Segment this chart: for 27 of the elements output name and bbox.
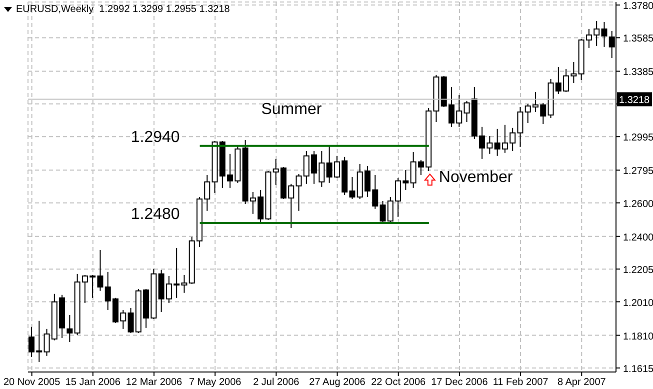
annotation: November [438,169,514,186]
y-tick-label: 1.3780 [623,1,653,12]
y-tick-label: 1.2400 [623,232,653,244]
y-tick-label: 1.2600 [623,198,653,210]
x-tick-label: 15 Jan 2006 [65,377,121,388]
y-tick-label: 1.1615 [623,364,653,375]
y-tick-label: 1.2795 [623,166,653,178]
annotation: 1.2480 [130,206,180,223]
x-tick-label: 8 Apr 2007 [557,377,606,388]
y-tick-label: 1.1810 [623,331,653,342]
y-tick-label: 1.2010 [623,298,653,309]
x-tick-label: 20 Nov 2005 [3,377,61,388]
y-tick-label: 1.2995 [623,132,653,144]
y-tick-label: 1.2205 [623,265,653,276]
y-tick-label: 1.3585 [623,34,653,45]
x-tick-label: 2 Jul 2006 [253,377,300,388]
y-tick-label: 1.3385 [623,67,653,78]
x-tick-label: 11 Feb 2007 [492,377,549,388]
chart-title: EURUSD,Weekly 1.2992 1.3299 1.2955 1.3218 [16,4,230,15]
ref-line-label: 1.3218 [619,95,650,106]
x-tick-label: 12 Mar 2006 [126,377,183,388]
x-tick-label: 17 Dec 2006 [431,377,488,388]
x-tick-label: 22 Oct 2006 [371,377,426,388]
x-tick-label: 27 Aug 2006 [309,377,366,388]
annotation: Summer [261,100,322,118]
annotation: 1.2940 [130,128,180,146]
x-tick-label: 7 May 2006 [188,377,242,388]
